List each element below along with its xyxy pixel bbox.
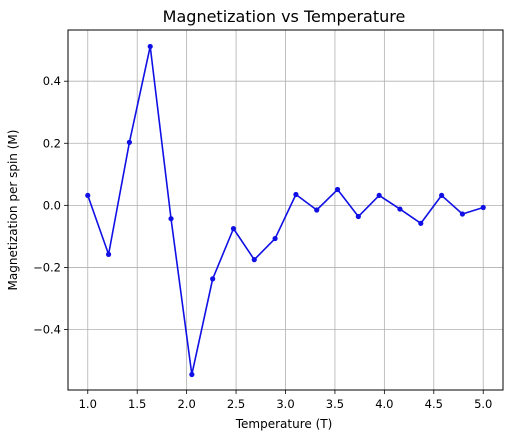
y-tick-label: −0.4 [33,322,61,336]
data-point [418,220,424,226]
data-point [459,211,466,217]
data-point [210,276,216,282]
x-axis-label: Temperature (T) [235,417,333,431]
data-point [126,139,132,145]
data-point [189,371,195,378]
data-point [251,257,257,263]
data-point [105,251,112,257]
y-axis-label: Magnetization per spin (M) [6,130,20,291]
data-point [230,226,237,232]
x-tick-label: 1.5 [128,397,146,411]
data-point [293,191,299,198]
data-point [272,235,278,242]
x-tick-label: 5.0 [474,397,492,411]
data-point [334,186,341,193]
data-point [147,43,153,50]
series-line [87,45,484,376]
data-point [85,192,91,199]
x-tick-label: 3.5 [326,397,344,411]
x-tick-label: 2.0 [177,397,195,411]
y-tick-label: 0.0 [43,198,61,212]
data-point [168,216,174,222]
x-tick-label: 4.0 [375,397,393,411]
y-tick-label: 0.4 [43,74,61,88]
series-layer [85,43,486,378]
data-point [397,206,403,212]
chart-title: Magnetization vs Temperature [163,7,406,26]
y-tick-label: −0.2 [33,260,61,274]
x-tick-label: 2.5 [227,397,245,411]
x-tick-label: 4.5 [425,397,443,411]
x-tick-label: 3.0 [276,397,294,411]
y-tick-label: 0.2 [43,136,61,150]
data-point [355,213,361,220]
data-point [439,192,445,199]
grid [68,30,503,390]
x-tick-label: 1.0 [79,397,97,411]
data-point [480,204,486,211]
data-point [376,192,382,199]
ticks: 1.0 1.5 2.0 2.5 3.0 3.5 4.0 4.5 5.0 −0.4 −0.2 0.0 0.… [33,74,492,411]
data-point [314,207,320,213]
